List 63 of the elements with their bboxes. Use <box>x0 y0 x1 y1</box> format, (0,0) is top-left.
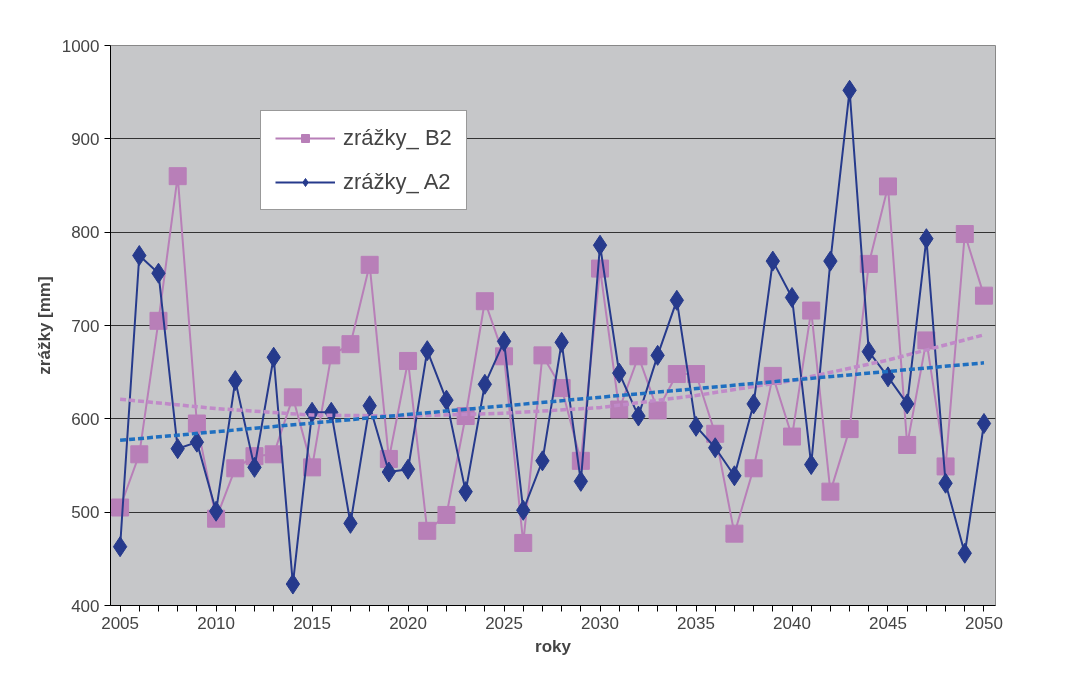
y-tick-label: 500 <box>71 503 100 523</box>
point <box>533 346 552 365</box>
point <box>168 167 187 186</box>
point <box>514 533 533 552</box>
point <box>592 234 608 256</box>
y-tick-label: 1000 <box>61 36 100 56</box>
point <box>976 413 992 434</box>
x-tick-label: 2020 <box>389 613 427 633</box>
x-axis-title: roky <box>535 636 572 656</box>
x-tick-label: 2035 <box>677 613 715 633</box>
point <box>688 415 704 437</box>
point <box>784 287 800 308</box>
point <box>285 573 301 595</box>
y-tick-label: 900 <box>71 129 100 149</box>
point <box>477 373 493 395</box>
x-tick-label: 2045 <box>869 613 907 633</box>
point <box>381 461 397 483</box>
x-tick-label: 2010 <box>197 613 235 633</box>
point <box>974 286 993 305</box>
point <box>437 505 456 524</box>
point <box>112 536 128 558</box>
point <box>189 431 205 453</box>
point <box>840 420 859 439</box>
point <box>400 458 416 480</box>
point <box>821 482 840 501</box>
point <box>360 255 379 274</box>
legend-label: zrážky_ B2 <box>343 125 452 151</box>
point <box>496 330 512 352</box>
point <box>878 177 897 196</box>
point <box>226 459 245 478</box>
point <box>880 366 896 388</box>
x-tick-label: 2015 <box>293 613 331 633</box>
y-tick-label: 700 <box>71 316 100 336</box>
point <box>475 292 494 311</box>
point <box>322 346 341 365</box>
y-tick-label: 400 <box>71 596 100 616</box>
point <box>667 365 686 384</box>
point <box>187 414 206 433</box>
point <box>283 388 302 407</box>
point <box>130 445 149 464</box>
y-axis-title: zrážky [mm] <box>34 276 54 375</box>
point <box>687 365 706 384</box>
point <box>725 524 744 543</box>
point <box>898 435 917 454</box>
x-tick-label: 2025 <box>485 613 523 633</box>
y-tick-label: 800 <box>71 223 100 243</box>
point <box>648 401 667 420</box>
x-tick-label: 2005 <box>101 613 140 633</box>
point <box>629 347 648 366</box>
point <box>399 351 418 370</box>
legend-label: zrážky_ A2 <box>343 169 451 195</box>
point <box>132 245 147 266</box>
x-tick-label: 2050 <box>965 613 1003 633</box>
point <box>208 500 224 522</box>
x-tick-label: 2040 <box>773 613 811 633</box>
point <box>418 521 437 540</box>
y-tick-label: 600 <box>71 409 100 429</box>
point <box>744 459 763 478</box>
point <box>341 335 360 354</box>
point <box>955 225 974 244</box>
x-tick-label: 2030 <box>581 613 619 633</box>
point <box>802 301 821 320</box>
point <box>783 427 802 446</box>
